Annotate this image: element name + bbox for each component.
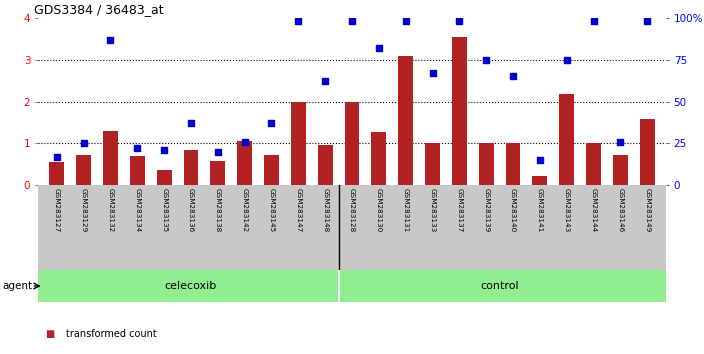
Point	[293, 18, 304, 24]
Point	[132, 145, 143, 151]
Point	[615, 139, 626, 144]
Point	[105, 37, 116, 42]
Bar	[532, 176, 547, 185]
Point	[239, 139, 251, 144]
Text: GSM283146: GSM283146	[617, 188, 623, 232]
Text: GSM283137: GSM283137	[456, 188, 463, 232]
Text: GSM283128: GSM283128	[349, 188, 355, 232]
Point	[212, 149, 223, 154]
Text: GSM283139: GSM283139	[483, 188, 489, 232]
Bar	[157, 170, 172, 185]
Bar	[210, 161, 225, 185]
Text: transformed count: transformed count	[66, 329, 157, 339]
Point	[51, 154, 63, 159]
Bar	[76, 155, 91, 185]
Text: GSM283144: GSM283144	[591, 188, 596, 232]
Text: GSM283130: GSM283130	[376, 188, 382, 232]
Bar	[237, 141, 252, 185]
Point	[320, 79, 331, 84]
Text: GSM283145: GSM283145	[268, 188, 275, 232]
Text: GSM283132: GSM283132	[108, 188, 113, 232]
Text: agent: agent	[3, 281, 33, 291]
Text: GSM283143: GSM283143	[564, 188, 570, 232]
Bar	[184, 149, 199, 185]
Bar	[49, 162, 64, 185]
Bar	[291, 102, 306, 185]
Point	[78, 141, 89, 146]
Text: GSM283142: GSM283142	[241, 188, 248, 232]
Text: GSM283148: GSM283148	[322, 188, 328, 232]
Text: ■: ■	[45, 329, 54, 339]
Text: GSM283138: GSM283138	[215, 188, 221, 232]
Bar	[103, 131, 118, 185]
Text: GSM283134: GSM283134	[134, 188, 140, 232]
Text: GSM283147: GSM283147	[295, 188, 301, 232]
Point	[427, 70, 438, 76]
Bar	[425, 143, 440, 185]
Point	[185, 120, 196, 126]
Bar	[505, 143, 520, 185]
Bar	[452, 37, 467, 185]
Text: GSM283127: GSM283127	[54, 188, 60, 232]
Point	[346, 18, 358, 24]
Text: GSM283131: GSM283131	[403, 188, 409, 232]
Bar	[318, 145, 332, 185]
Bar	[586, 143, 601, 185]
Text: GSM283140: GSM283140	[510, 188, 516, 232]
Point	[400, 18, 411, 24]
Text: GSM283149: GSM283149	[644, 188, 650, 232]
Point	[266, 120, 277, 126]
Bar	[559, 94, 574, 185]
Point	[508, 74, 519, 79]
Bar	[640, 119, 655, 185]
Text: celecoxib: celecoxib	[165, 281, 217, 291]
Bar	[372, 132, 386, 185]
Point	[373, 45, 384, 51]
Point	[588, 18, 599, 24]
Point	[481, 57, 492, 63]
Text: GSM283135: GSM283135	[161, 188, 167, 232]
Point	[641, 18, 653, 24]
Text: GSM283141: GSM283141	[537, 188, 543, 232]
Point	[158, 147, 170, 153]
Text: GSM283136: GSM283136	[188, 188, 194, 232]
Bar	[345, 102, 359, 185]
Point	[561, 57, 572, 63]
Text: GDS3384 / 36483_at: GDS3384 / 36483_at	[34, 3, 164, 16]
Bar	[613, 155, 628, 185]
Text: GSM283133: GSM283133	[429, 188, 436, 232]
Bar	[479, 143, 494, 185]
Point	[453, 18, 465, 24]
Text: GSM283129: GSM283129	[81, 188, 87, 232]
Point	[534, 157, 546, 163]
Bar	[398, 56, 413, 185]
Text: control: control	[480, 281, 519, 291]
Bar	[264, 155, 279, 185]
Bar	[130, 156, 145, 185]
